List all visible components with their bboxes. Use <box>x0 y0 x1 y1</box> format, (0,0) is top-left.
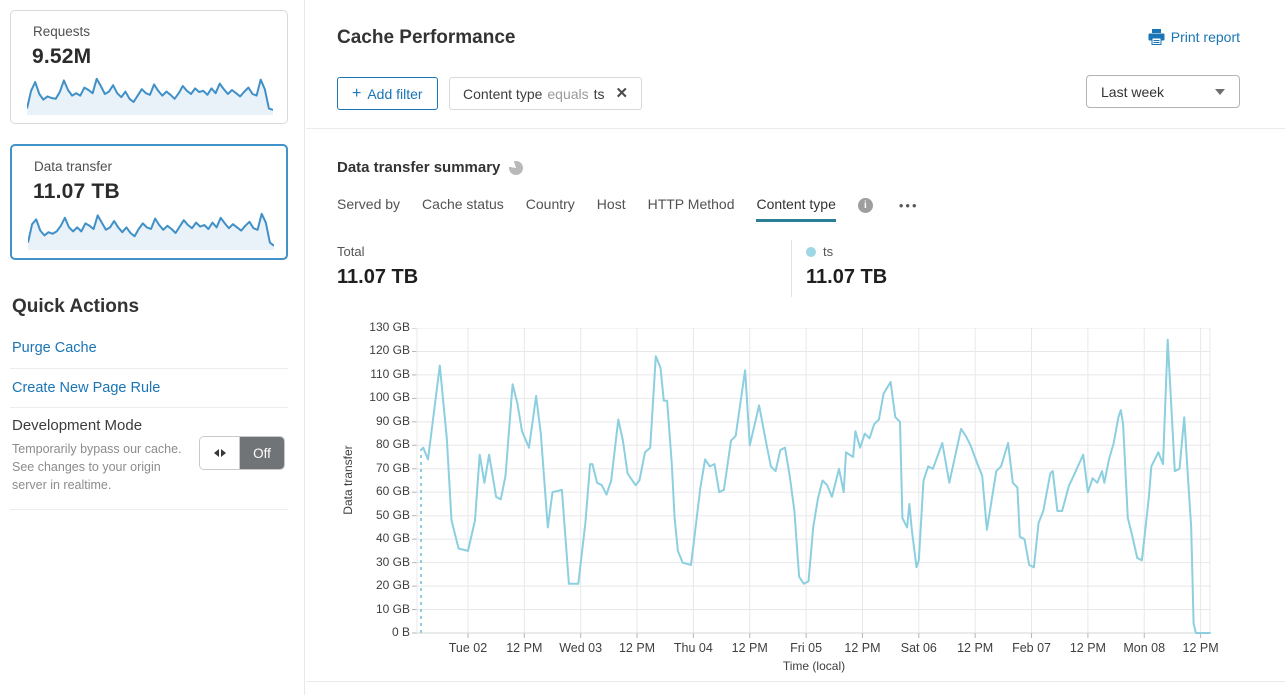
summary-section-heading: Data transfer summary <box>337 159 524 176</box>
filter-operator: equals <box>547 85 589 102</box>
y-tick-label: 130 GB <box>369 320 410 334</box>
dimension-tabs: Served by Cache status Country Host HTTP… <box>337 196 919 222</box>
data-transfer-card-value: 11.07 TB <box>33 180 120 203</box>
development-mode-label: Development Mode <box>12 417 143 434</box>
purge-cache-link[interactable]: Purge Cache <box>12 340 97 356</box>
y-tick-label: 80 GB <box>375 437 410 452</box>
requests-card-value: 9.52M <box>32 45 92 68</box>
info-icon[interactable]: i <box>857 198 873 213</box>
total-label: Total <box>337 244 365 259</box>
y-tick-label: 20 GB <box>375 578 410 593</box>
analytics-sidebar: Requests 9.52M Data transfer 11.07 TB Qu… <box>0 0 305 695</box>
chevron-down-icon <box>1215 88 1225 95</box>
time-range-select[interactable]: Last week <box>1086 75 1240 108</box>
plus-icon: + <box>352 84 362 102</box>
y-tick-label: 40 GB <box>375 531 410 546</box>
y-tick-label: 10 GB <box>375 601 410 616</box>
y-tick-label: 110 GB <box>370 366 410 381</box>
pie-chart-icon <box>509 160 524 175</box>
x-tick-label: Mon 08 <box>1123 641 1166 655</box>
requests-sparkline-chart <box>27 77 273 115</box>
toggle-off-label: Off <box>240 437 284 469</box>
filter-field: Content type <box>463 85 543 102</box>
y-tick-label: 100 GB <box>369 390 410 405</box>
tab-served-by[interactable]: Served by <box>337 196 401 212</box>
divider <box>306 128 1285 129</box>
create-page-rule-link[interactable]: Create New Page Rule <box>12 380 161 396</box>
x-tick-label: Tue 02 <box>448 641 488 655</box>
legend-series-name: ts <box>823 244 834 259</box>
divider <box>10 407 288 408</box>
tab-host[interactable]: Host <box>596 196 626 212</box>
x-tick-label: 12 PM <box>957 641 994 655</box>
legend-entry-ts[interactable]: ts <box>806 244 833 259</box>
x-axis-title: Time (local) <box>782 659 846 673</box>
arrow-right-icon <box>220 449 226 457</box>
page-title: Cache Performance <box>337 27 516 48</box>
filter-value: ts <box>593 85 605 102</box>
arrow-left-icon <box>213 449 219 457</box>
remove-filter-icon[interactable]: ✕ <box>615 85 629 102</box>
requests-card-label: Requests <box>33 24 91 39</box>
print-report-label: Print report <box>1170 29 1240 45</box>
y-tick-label: 90 GB <box>375 413 410 428</box>
y-axis-title: Data transfer <box>341 445 355 515</box>
y-tick-label: 50 GB <box>375 507 410 522</box>
add-filter-label: Add filter <box>367 85 423 102</box>
x-tick-label: Sat 06 <box>900 641 937 655</box>
divider <box>10 509 288 510</box>
data-transfer-metric-card[interactable]: Data transfer 11.07 TB <box>10 144 288 260</box>
time-range-value: Last week <box>1101 83 1165 100</box>
tab-http-method[interactable]: HTTP Method <box>647 196 735 212</box>
x-tick-label: 12 PM <box>618 641 656 655</box>
tab-content-type[interactable]: Content type <box>756 196 836 222</box>
summary-title-text: Data transfer summary <box>337 159 501 176</box>
x-tick-label: 12 PM <box>506 641 543 655</box>
x-tick-label: Feb 07 <box>1012 641 1051 655</box>
x-tick-label: 12 PM <box>844 641 881 655</box>
y-tick-label: 0 B <box>391 625 410 639</box>
x-tick-label: 12 PM <box>1069 641 1106 655</box>
legend-series-value: 11.07 TB <box>806 266 888 288</box>
y-tick-label: 30 GB <box>375 554 410 569</box>
development-mode-toggle[interactable]: Off <box>199 436 285 470</box>
add-filter-button[interactable]: + Add filter <box>337 77 438 110</box>
printer-icon <box>1148 29 1165 45</box>
y-tick-label: 60 GB <box>375 484 410 499</box>
y-tick-label: 70 GB <box>375 460 410 475</box>
x-tick-label: 12 PM <box>1182 641 1219 655</box>
more-options-icon[interactable]: ••• <box>898 198 919 213</box>
data-transfer-line-chart[interactable] <box>410 328 1212 643</box>
x-tick-label: Fri 05 <box>790 641 823 655</box>
series-color-dot <box>806 246 816 257</box>
filter-chip-content-type: Content type equals ts ✕ <box>449 77 643 110</box>
tab-cache-status[interactable]: Cache status <box>422 196 504 212</box>
toggle-handle-icon[interactable] <box>200 437 240 469</box>
development-mode-description: Temporarily bypass our cache. See change… <box>12 442 182 492</box>
divider <box>306 681 1285 682</box>
tab-country[interactable]: Country <box>525 196 575 212</box>
x-tick-label: Thu 04 <box>673 641 713 655</box>
x-tick-label: 12 PM <box>731 641 768 655</box>
data-transfer-sparkline-chart <box>28 212 274 250</box>
data-transfer-card-label: Data transfer <box>34 159 113 174</box>
total-value: 11.07 TB <box>337 266 419 288</box>
requests-metric-card[interactable]: Requests 9.52M <box>10 10 288 124</box>
divider <box>791 240 792 297</box>
x-tick-label: Wed 03 <box>559 641 603 655</box>
quick-actions-heading: Quick Actions <box>12 296 140 317</box>
y-tick-label: 120 GB <box>369 343 410 358</box>
divider <box>10 368 288 369</box>
print-report-button[interactable]: Print report <box>1148 29 1240 45</box>
